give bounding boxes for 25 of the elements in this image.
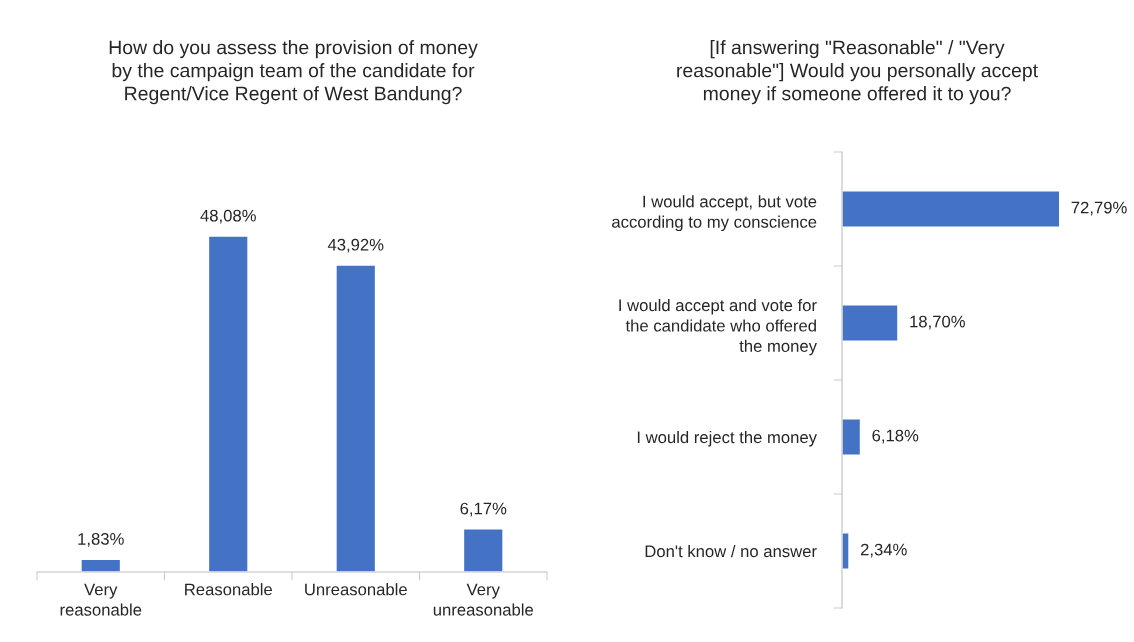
x-tick-label: Very reasonable — [60, 583, 142, 616]
x-tick-label: Reasonable — [185, 583, 272, 596]
y-tick-label: I would reject the money — [637, 430, 817, 447]
bar — [842, 190, 1061, 228]
x-tick-label: Unreasonable — [305, 583, 407, 596]
chart-title: How do you assess the provision of money by the campaign team of the candidate for Regent/Vice Regent of West Bandung? — [109, 40, 478, 105]
data-label: 6,17% — [460, 502, 507, 517]
data-label: 18,70% — [910, 315, 965, 330]
bar — [842, 418, 862, 456]
data-label: 48,08% — [200, 209, 256, 224]
bar — [842, 532, 850, 570]
y-tick-label: I would accept and vote for the candidate who offered the money — [619, 299, 817, 356]
data-label: 1,83% — [78, 533, 124, 547]
data-label: 43,92% — [327, 238, 384, 253]
bar — [207, 235, 249, 572]
y-tick-label: Don't know / no answer — [645, 544, 817, 558]
bar — [335, 264, 377, 572]
chart-title: [If answering "Reasonable" / "Very reasonable"] Would you personally accept money if someone offered it to you? — [677, 40, 1038, 105]
data-label: 6,18% — [872, 429, 919, 444]
data-label: 2,34% — [860, 543, 907, 558]
x-tick-label: Very unreasonable — [433, 583, 534, 616]
data-label: 72,79% — [1071, 201, 1127, 216]
bar — [462, 528, 504, 572]
bar — [842, 304, 899, 342]
y-tick-label: I would accept, but vote according to my conscience — [612, 195, 817, 232]
